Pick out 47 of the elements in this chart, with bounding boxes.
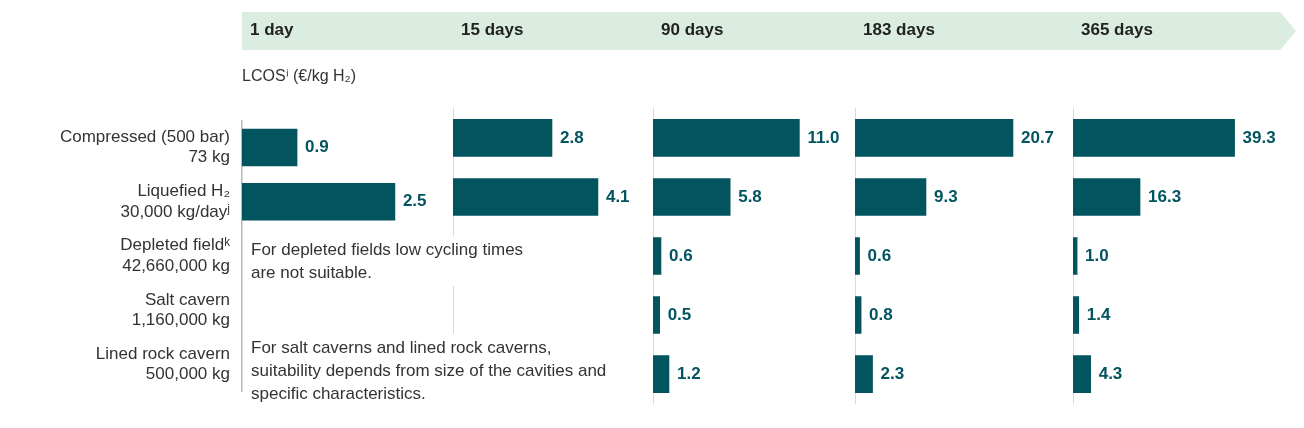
annotation: For salt caverns and lined rock caverns, suitability depends from size of the cavities and specific characteristics.: [251, 334, 616, 407]
data-label: 9.3: [933, 186, 958, 206]
chart-title: 1 day: [250, 20, 294, 40]
bar: [1073, 237, 1078, 275]
data-label: 4.3: [1098, 363, 1123, 383]
data-label: 2.5: [402, 191, 427, 211]
y-tick-label: Compressed (500 bar) 73 kg: [59, 127, 230, 167]
bar: [653, 178, 731, 216]
data-label: 1.2: [676, 363, 701, 383]
data-label: 16.3: [1148, 186, 1182, 206]
bar: [653, 119, 800, 157]
annotation: For depleted fields low cycling times are not suitable.: [251, 236, 551, 286]
y-tick-label: Lined rock cavern 500,000 kg: [95, 343, 230, 384]
bar: [855, 296, 862, 334]
data-label: 2.3: [880, 363, 905, 383]
chart-title: 90 days: [661, 20, 724, 40]
y-tick-label: Depleted fieldᵏ 42,660,000 kg: [120, 235, 231, 275]
data-label: 2.8: [559, 127, 584, 147]
data-label: 1.0: [1085, 245, 1109, 265]
bar: [653, 355, 670, 393]
data-label: 0.9: [305, 137, 329, 157]
data-label: 0.8: [869, 304, 893, 324]
y-tick-label: Liquefied H₂ 30,000 kg/dayʲ: [120, 181, 230, 221]
data-label: 20.7: [1020, 127, 1055, 147]
bar: [1073, 355, 1092, 393]
data-label: 11.0: [807, 127, 840, 147]
chart-title: 183 days: [863, 20, 935, 40]
bar: [1073, 296, 1080, 334]
data-label: 0.5: [667, 304, 692, 324]
bar: [855, 178, 927, 216]
data-label: 1.4: [1086, 304, 1111, 324]
chart-title: 365 days: [1081, 20, 1153, 40]
bar: [653, 296, 660, 334]
bar: [855, 237, 860, 275]
bar: [1073, 178, 1141, 216]
data-label: 4.1: [605, 186, 630, 206]
chart-subtitle: LCOSⁱ (€/kg H₂): [242, 66, 357, 86]
bar: [1073, 119, 1235, 157]
bar: [653, 237, 662, 275]
data-label: 0.6: [668, 245, 693, 265]
bar: [855, 355, 873, 393]
data-label: 39.3: [1242, 127, 1276, 147]
data-label: 0.6: [867, 245, 892, 265]
bar: [855, 119, 1014, 157]
chart-title: 15 days: [461, 20, 524, 40]
y-tick-label: Salt cavern 1,160,000 kg: [131, 289, 230, 330]
data-label: 5.8: [738, 186, 762, 206]
